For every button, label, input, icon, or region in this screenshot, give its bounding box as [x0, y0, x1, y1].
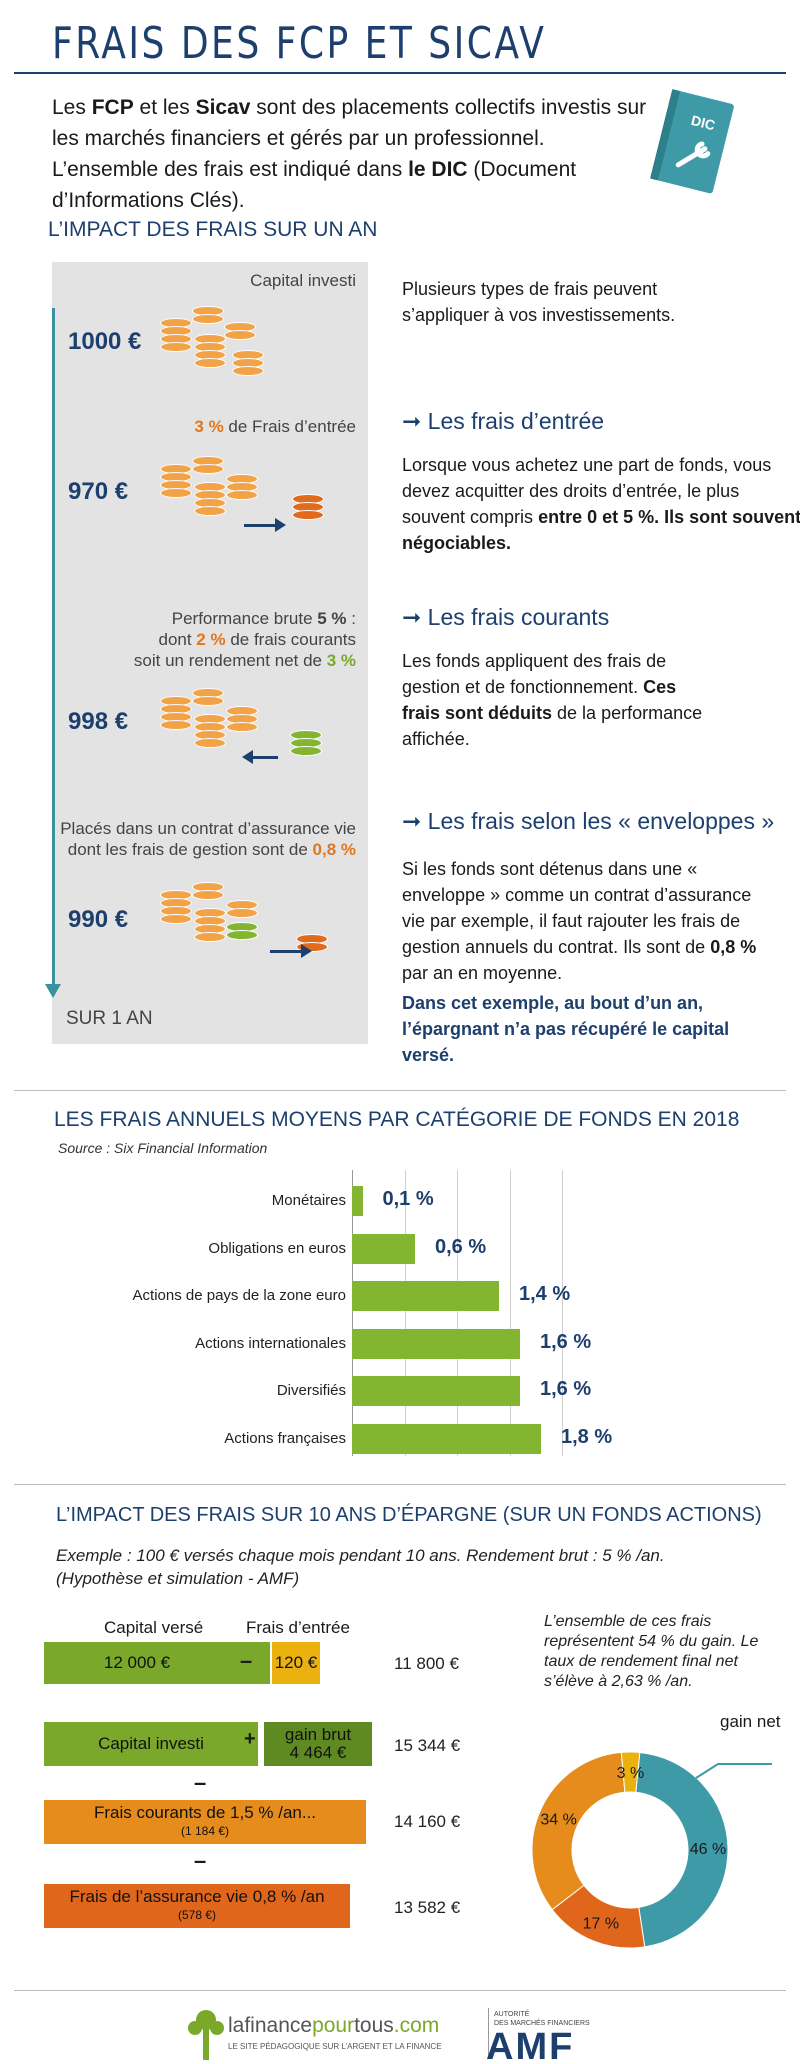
fees-intro-text: Plusieurs types de frais peuvent s’appli…: [402, 279, 676, 325]
gain-net-callout: gain net: [720, 1712, 781, 1731]
time-arrow-head: [45, 984, 61, 998]
chart-axis: [352, 1170, 353, 1456]
arrow-right-icon-2: [270, 944, 312, 958]
amf-logo[interactable]: AMF: [486, 2026, 575, 2064]
chart-category-label: Actions internationales: [195, 1334, 346, 1352]
total-3: 14 160 €: [394, 1812, 461, 1831]
entry-fees-heading: ➞ Les frais d’entrée: [402, 408, 605, 434]
footer-divider: [14, 1990, 786, 1991]
chart-gridline: [562, 1170, 563, 1456]
donut-slice-label: 34 %: [540, 1812, 576, 1829]
amount-970: 970 €: [68, 478, 129, 505]
insurance-fees-box: Frais de l’assurance vie 0,8 % /an (578 €…: [44, 1884, 350, 1928]
chart-bar: [352, 1423, 541, 1454]
chart-bar: [352, 1186, 363, 1216]
footer-separator: [488, 2008, 489, 2058]
donut-slice: [531, 1751, 626, 1911]
intro-paragraph: Les FCP et les Sicav sont des placements…: [52, 96, 647, 212]
gain-donut-chart: 46 % 17 % 34 % 3 %: [531, 1751, 772, 1949]
minus-sign-1: –: [240, 1648, 253, 1673]
total-1: 11 800 €: [394, 1654, 459, 1673]
entry-fee-box: 120 €: [272, 1642, 320, 1684]
conclusion-text: Dans cet exemple, au bout d’un an, l’épa…: [402, 993, 730, 1065]
section-divider-2: [14, 1484, 786, 1485]
title-divider: [14, 72, 786, 74]
fees-bar-chart: Monétaires 0,1 % Obligations en euros 0,6 %…: [0, 1160, 800, 1460]
donut-slice-label: 3 %: [617, 1765, 645, 1782]
section-divider-1: [14, 1090, 786, 1091]
wrench-icon: [675, 141, 711, 168]
minus-sign-3: –: [194, 1848, 207, 1873]
gross-gain-box: gain brut 4 464 €: [264, 1722, 372, 1766]
plus-sign: +: [244, 1728, 256, 1750]
chart-value-label: 1,4 %: [519, 1283, 571, 1305]
capital-label: Capital investi: [250, 271, 356, 290]
chart-value-label: 1,8 %: [561, 1425, 613, 1448]
wrapper-fees-heading: ➞ Les frais selon les « enveloppes »: [402, 808, 775, 834]
chart-category-label: Diversifiés: [276, 1382, 346, 1399]
coin-stack-3: [160, 688, 360, 768]
chart-source: Source : Six Financial Information: [58, 1140, 268, 1156]
total-4: 13 582 €: [394, 1898, 461, 1917]
running-fees-heading: ➞ Les frais courants: [402, 604, 610, 630]
chart-category-label: Actions françaises: [224, 1429, 346, 1447]
gain-net-leader-line: [695, 1763, 772, 1779]
impact-10y-title: L’IMPACT DES FRAIS SUR 10 ANS D’ÉPARGNE …: [56, 1504, 762, 1526]
duration-label: SUR 1 AN: [66, 1008, 153, 1029]
running-fees-text: Les fonds appliquent des frais de gestio…: [402, 651, 703, 749]
chart-value-label: 0,6 %: [435, 1235, 487, 1258]
capital-paid-box: 12 000 €: [44, 1642, 270, 1684]
chart-bar: [352, 1376, 520, 1406]
arrow-right-icon: [244, 518, 286, 532]
amount-998: 998 €: [68, 708, 129, 735]
capital-invested-box: Capital investi: [44, 1722, 258, 1766]
dic-book-label: DIC: [690, 112, 717, 133]
chart-value-label: 0,1 %: [382, 1188, 434, 1210]
chart-bar: [352, 1233, 415, 1264]
chart-gridline: [404, 1170, 406, 1456]
example-text: Exemple : 100 € versés chaque mois penda…: [56, 1546, 665, 1588]
donut-slice: [635, 1751, 729, 1948]
lafinancepourtous-logo[interactable]: lafinancepourtous.com: [228, 2014, 440, 2037]
entry-fee-label: 3 % de Frais d’entrée: [194, 417, 356, 436]
amount-990: 990 €: [68, 906, 129, 933]
amf-caption: AUTORITÉ DES MARCHÉS FINANCIERS: [494, 2011, 590, 2027]
coin-stack-1: [160, 302, 270, 382]
entry-fees-text: Lorsque vous achetez une part de fonds, …: [402, 455, 800, 553]
site-tagline: LE SITE PÉDAGOGIQUE SUR L’ARGENT ET LA F…: [228, 2042, 442, 2051]
donut-slice-label: 46 %: [690, 1841, 726, 1858]
coin-stack-2: [160, 454, 360, 534]
chart-value-label: 1,6 %: [540, 1378, 592, 1400]
chart-gridline: [457, 1170, 458, 1456]
arrow-left-icon: [242, 750, 278, 764]
chart-category-label: Monétaires: [271, 1192, 346, 1209]
chart-bar: [352, 1328, 520, 1359]
dic-book-icon: DIC: [650, 89, 734, 194]
chart-title: LES FRAIS ANNUELS MOYENS PAR CATÉGORIE D…: [54, 1108, 740, 1131]
chart-bar: [352, 1281, 499, 1311]
coin-stack-4: [160, 882, 360, 962]
donut-slice: [620, 1751, 641, 1793]
tree-logo-icon: [188, 2010, 224, 2060]
chart-category-label: Obligations en euros: [208, 1239, 346, 1257]
amount-1000: 1000 €: [68, 328, 142, 355]
minus-sign-2: –: [194, 1770, 207, 1795]
chart-value-label: 1,6 %: [540, 1330, 592, 1353]
life-insurance-label: Placés dans un contrat d’assurance vie d…: [60, 819, 356, 859]
fees-note: L’ensemble de ces frais représentent 54 …: [544, 1613, 759, 1690]
page-title: FRAIS DES FCP ET SICAV: [52, 18, 547, 69]
impact-year-title: L’IMPACT DES FRAIS SUR UN AN: [48, 218, 378, 241]
running-fees-box: Frais courants de 1,5 % /an... (1 184 €): [44, 1800, 366, 1844]
wrapper-fees-text: Si les fonds sont détenus dans une « env…: [402, 859, 757, 983]
total-2: 15 344 €: [394, 1736, 461, 1755]
chart-gridline: [509, 1170, 511, 1456]
col-capital-header: Capital versé: [104, 1618, 204, 1637]
donut-slice-label: 17 %: [583, 1915, 619, 1932]
col-entry-header: Frais d’entrée: [246, 1618, 350, 1637]
performance-label: Performance brute 5 % : dont 2 % de frai…: [133, 609, 356, 670]
time-arrow: [52, 308, 55, 988]
chart-category-label: Actions de pays de la zone euro: [132, 1287, 346, 1304]
